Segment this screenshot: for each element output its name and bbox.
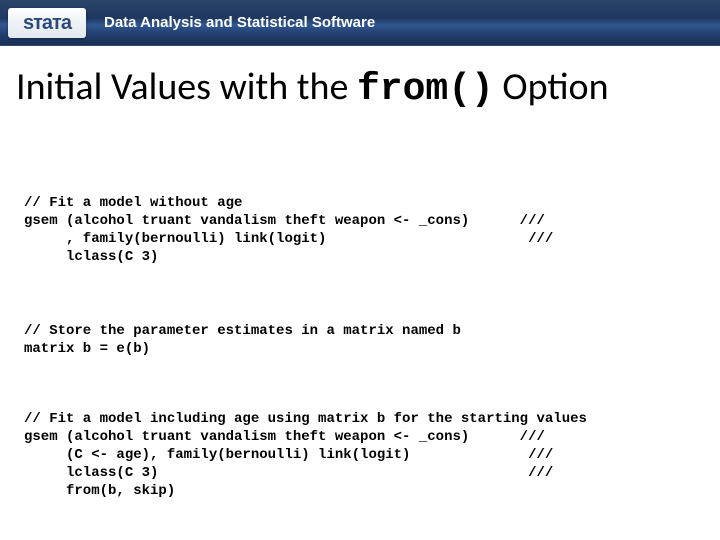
code-block-1: // Fit a model without age gsem (alcohol… bbox=[24, 194, 553, 266]
title-mono: from() bbox=[357, 68, 494, 111]
title-pre: Initial Values with the bbox=[16, 64, 357, 110]
code-block-2: // Store the parameter estimates in a ma… bbox=[24, 322, 461, 358]
slide: sтата Data Analysis and Statistical Soft… bbox=[0, 0, 720, 540]
stata-logo: sтата bbox=[8, 8, 86, 38]
title-post: Option bbox=[494, 64, 609, 110]
logo-text: sтата bbox=[23, 13, 71, 33]
slide-title: Initial Values with the from() Option bbox=[16, 64, 704, 111]
code-block-3: // Fit a model including age using matri… bbox=[24, 410, 587, 500]
header-tagline: Data Analysis and Statistical Software bbox=[104, 14, 375, 31]
header-bar: sтата Data Analysis and Statistical Soft… bbox=[0, 0, 720, 46]
